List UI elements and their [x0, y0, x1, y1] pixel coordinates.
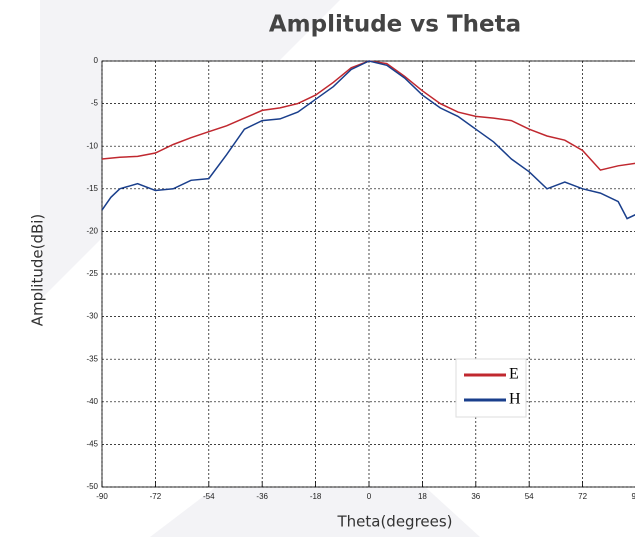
- x-tick-label: 0: [367, 492, 372, 501]
- y-tick-label: -30: [86, 312, 98, 321]
- legend: EH: [455, 358, 527, 418]
- x-tick-label: -18: [310, 492, 322, 501]
- y-axis-label: Amplitude(dBi): [29, 214, 47, 327]
- legend-box: [455, 358, 527, 418]
- y-tick-label: 0: [94, 56, 99, 65]
- x-tick-label: -36: [256, 492, 268, 501]
- y-tick-label: -25: [86, 269, 98, 278]
- x-tick-label: 72: [578, 492, 587, 501]
- y-tick-label: -45: [86, 440, 98, 449]
- x-tick-label: 36: [471, 492, 480, 501]
- legend-label: E: [509, 366, 519, 383]
- y-tick-label: -20: [86, 227, 98, 236]
- y-tick-label: -15: [86, 184, 98, 193]
- x-tick-label: 18: [418, 492, 427, 501]
- series-group: [102, 60, 635, 220]
- x-tick-label: 90: [632, 492, 635, 501]
- series-line: [102, 60, 635, 220]
- y-tick-label: -10: [86, 141, 98, 150]
- x-tick-label: -54: [203, 492, 215, 501]
- x-axis-label: Theta(degrees): [336, 513, 452, 531]
- chart-title: Amplitude vs Theta: [269, 12, 521, 38]
- legend-label: H: [509, 391, 521, 408]
- y-tick-label: -5: [91, 99, 99, 108]
- y-tick-label: -40: [86, 397, 98, 406]
- y-tick-label: -35: [86, 354, 98, 363]
- grid: -50-45-40-35-30-25-20-15-10-50-90 -72 -54-…: [86, 56, 635, 501]
- x-tick-label: -90: [96, 492, 108, 501]
- x-tick-label: 54: [525, 492, 534, 501]
- x-tick-label: -72: [150, 492, 162, 501]
- y-tick-label: -50: [86, 482, 98, 491]
